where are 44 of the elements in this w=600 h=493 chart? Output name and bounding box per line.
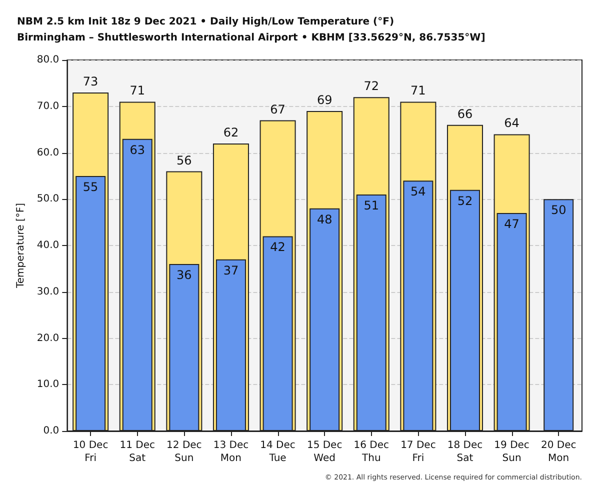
data-label: 47	[504, 217, 520, 232]
x-tick-label: 11 Dec Sat	[120, 440, 156, 464]
y-axis-title: Temperature [°F]	[16, 202, 26, 290]
x-tick-label: 12 Dec Sun	[166, 440, 202, 464]
y-tick-label: 80.0	[36, 54, 60, 66]
data-label: 71	[130, 84, 146, 98]
x-tick-label: 19 Dec Sun	[494, 440, 530, 464]
x-tick-label: 20 Dec Mon	[540, 440, 576, 464]
x-tick-label: 15 Dec Wed	[306, 440, 342, 464]
x-tick-label: 10 Dec Fri	[72, 440, 108, 464]
data-label: 64	[504, 116, 520, 130]
data-label: 56	[176, 153, 192, 168]
data-label: 72	[364, 79, 380, 94]
data-label: 66	[457, 106, 473, 121]
y-tick-label: 70.0	[36, 100, 60, 112]
data-label: 42	[270, 240, 286, 254]
data-label: 36	[176, 268, 192, 282]
data-label: 51	[364, 198, 380, 212]
y-tick-label: 20.0	[36, 332, 60, 344]
data-label: 71	[410, 84, 426, 98]
data-label: 52	[457, 194, 473, 208]
data-label: 48	[316, 212, 332, 226]
y-tick-label: 60.0	[36, 147, 60, 158]
x-tick-label: 17 Dec Fri	[400, 440, 436, 464]
data-label: 55	[82, 180, 98, 194]
data-label: 62	[223, 125, 239, 140]
chart-subtitle: Birmingham – Shuttlesworth International Airport • KBHM [33.5629°N, 86.7535°W]	[17, 32, 486, 44]
x-tick-label: 18 Dec Sat	[447, 440, 483, 464]
data-label: 69	[316, 93, 332, 108]
y-tick-label: 10.0	[36, 379, 60, 390]
data-label: 54	[410, 184, 426, 199]
data-label: 67	[270, 102, 286, 116]
y-tick-label: 0.0	[43, 426, 60, 436]
y-tick-label: 50.0	[36, 194, 60, 205]
y-tick-label: 40.0	[36, 240, 60, 251]
x-tick-label: 13 Dec Mon	[213, 440, 249, 464]
data-label: 50	[550, 203, 566, 218]
x-tick-label: 14 Dec Tue	[260, 440, 296, 464]
x-tick-label: 16 Dec Thu	[354, 440, 390, 464]
data-label: 63	[130, 142, 146, 157]
data-label: 73	[82, 74, 98, 88]
chart-title: NBM 2.5 km Init 18z 9 Dec 2021 • Daily High/Low Temperature (°F)	[17, 16, 394, 28]
data-label: 37	[223, 263, 239, 278]
y-tick-label: 30.0	[36, 286, 60, 298]
